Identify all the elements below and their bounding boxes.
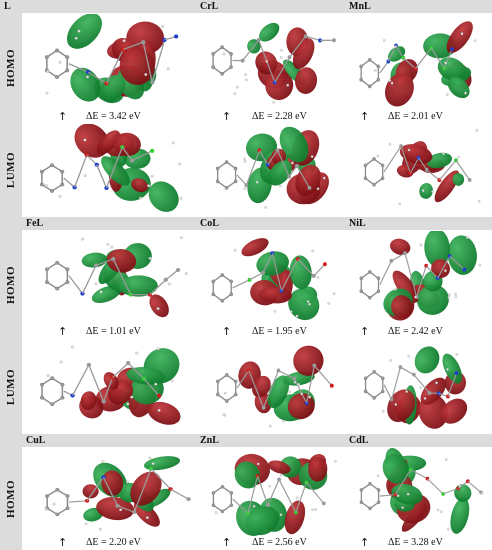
energy-gap-ZnL: ΔE = 2.56 eV (252, 537, 307, 548)
energy-gap-NiL: ΔE = 2.42 eV (388, 326, 443, 337)
energy-gap-L: ΔE = 3.42 eV (86, 111, 141, 122)
side-strip-1 (0, 13, 22, 217)
label-CoL: CoL (200, 218, 219, 229)
orbital-image (198, 340, 346, 433)
gap-arrow: ↑ (58, 110, 68, 123)
gap-arrow: ↑ (58, 536, 68, 549)
orbital-image (198, 231, 346, 323)
label-FeL: FeL (26, 218, 44, 229)
gap-arrow: ↑ (360, 110, 370, 123)
row-label-homo-3: HOMO (5, 479, 17, 518)
gap-arrow: ↑ (222, 325, 232, 338)
side-strip-2 (0, 230, 22, 434)
gap-arrow: ↑ (360, 536, 370, 549)
energy-gap-CrL: ΔE = 2.28 eV (252, 111, 307, 122)
gap-arrow: ↑ (58, 325, 68, 338)
orbital-image (28, 231, 196, 323)
orbital-image (348, 448, 490, 536)
orbital-image (198, 124, 346, 216)
orbital-image (28, 340, 196, 433)
label-NiL: NiL (349, 218, 366, 229)
orbital-image (348, 124, 490, 216)
orbital-image (28, 14, 196, 109)
label-CdL: CdL (349, 435, 369, 446)
orbital-image (28, 124, 196, 216)
orbital-image (348, 231, 490, 323)
energy-gap-CdL: ΔE = 3.28 eV (388, 537, 443, 548)
energy-gap-MnL: ΔE = 2.01 eV (388, 111, 443, 122)
row-label-lumo-2: LUMO (5, 368, 18, 406)
orbital-image (348, 14, 490, 109)
header-band-3 (0, 434, 492, 447)
orbital-image (198, 448, 346, 536)
gap-arrow: ↑ (222, 536, 232, 549)
side-strip-3 (0, 447, 22, 550)
label-L: L (4, 1, 11, 12)
row-label-homo-1: HOMO (5, 48, 17, 88)
row-label-lumo-1: LUMO (5, 151, 18, 189)
label-CrL: CrL (200, 1, 219, 12)
label-MnL: MnL (349, 1, 371, 12)
energy-gap-FeL: ΔE = 1.01 eV (86, 326, 141, 337)
header-band-1 (0, 0, 492, 13)
gap-arrow: ↑ (360, 325, 370, 338)
label-ZnL: ZnL (200, 435, 219, 446)
orbital-image (28, 448, 196, 536)
orbital-image (348, 340, 490, 433)
header-band-2 (0, 217, 492, 230)
energy-gap-CoL: ΔE = 1.95 eV (252, 326, 307, 337)
orbital-image (198, 14, 346, 109)
energy-gap-CuL: ΔE = 2.20 eV (86, 537, 141, 548)
row-label-homo-2: HOMO (5, 265, 17, 305)
gap-arrow: ↑ (222, 110, 232, 123)
label-CuL: CuL (26, 435, 46, 446)
